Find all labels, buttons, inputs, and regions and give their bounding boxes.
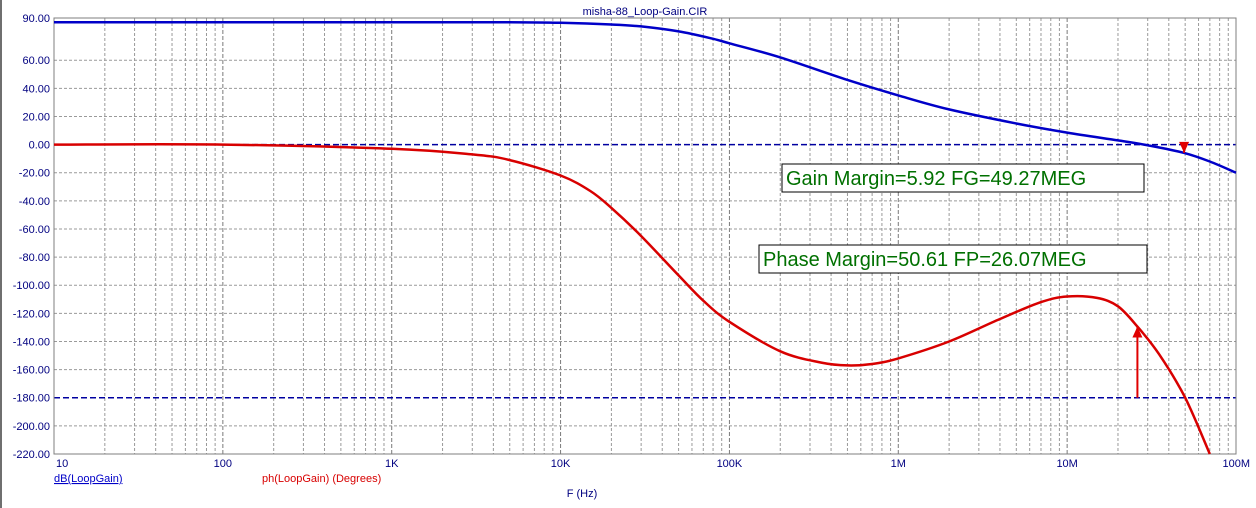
gain-margin-annotation: Gain Margin=5.92 FG=49.27MEG bbox=[781, 163, 1145, 193]
y-tick-label: -200.00 bbox=[13, 421, 50, 433]
y-tick-labels: 90.00 60.00 40.00 20.00 0.00 -20.00 -40.00 -60.… bbox=[13, 13, 50, 461]
gain-margin-box bbox=[781, 163, 1145, 193]
y-tick-label: 40.00 bbox=[22, 83, 50, 95]
gain-margin-arrowhead bbox=[1179, 141, 1190, 153]
x-tick-label: 100 bbox=[214, 458, 232, 470]
y-tick-label: -140.00 bbox=[13, 336, 50, 348]
phase-margin-box bbox=[758, 244, 1148, 274]
y-tick-label: -160.00 bbox=[13, 365, 50, 377]
gain-margin-text: Gain Margin=5.92 FG=49.27MEG bbox=[786, 168, 1086, 190]
y-tick-label: -20.00 bbox=[19, 168, 50, 180]
y-tick-label: 20.00 bbox=[22, 111, 50, 123]
y-tick-label: -80.00 bbox=[19, 252, 50, 264]
x-tick-label: 10M bbox=[1056, 458, 1077, 470]
chart-title: misha-88_Loop-Gain.CIR bbox=[583, 6, 708, 18]
y-tick-label: -220.00 bbox=[13, 449, 50, 461]
phase-margin-arrowhead bbox=[1132, 326, 1143, 338]
phase-margin-annotation: Phase Margin=50.61 FP=26.07MEG bbox=[758, 244, 1148, 274]
gain-curve bbox=[53, 20, 1237, 174]
x-tick-label: 1K bbox=[385, 458, 399, 470]
y-tick-label: -40.00 bbox=[19, 196, 50, 208]
x-tick-label: 1M bbox=[891, 458, 906, 470]
grid bbox=[53, 17, 1237, 455]
y-tick-label: -120.00 bbox=[13, 308, 50, 320]
y-tick-label: 60.00 bbox=[22, 55, 50, 67]
legend-gain[interactable]: dB(LoopGain) bbox=[54, 473, 123, 485]
x-tick-labels: 10 100 1K 10K 100K 1M 10M 100M bbox=[56, 458, 1250, 470]
phase-curve bbox=[53, 143, 1211, 455]
y-tick-label: -180.00 bbox=[13, 393, 50, 405]
plot-frame bbox=[53, 17, 1237, 455]
margin-markers bbox=[1132, 141, 1190, 398]
reference-lines bbox=[54, 143, 1236, 399]
y-tick-label: 0.00 bbox=[29, 140, 50, 152]
y-tick-label: 90.00 bbox=[22, 13, 50, 25]
x-tick-label: 100M bbox=[1222, 458, 1250, 470]
x-tick-label: 10K bbox=[551, 458, 571, 470]
x-tick-label: 100K bbox=[717, 458, 743, 470]
window-left-edge bbox=[0, 0, 2, 508]
y-tick-label: -60.00 bbox=[19, 224, 50, 236]
legend-phase[interactable]: ph(LoopGain) (Degrees) bbox=[262, 473, 381, 485]
x-axis-label: F (Hz) bbox=[567, 488, 598, 500]
x-tick-label: 10 bbox=[56, 458, 68, 470]
phase-margin-text: Phase Margin=50.61 FP=26.07MEG bbox=[763, 249, 1087, 271]
curves bbox=[53, 20, 1237, 455]
y-tick-label: -100.00 bbox=[13, 280, 50, 292]
